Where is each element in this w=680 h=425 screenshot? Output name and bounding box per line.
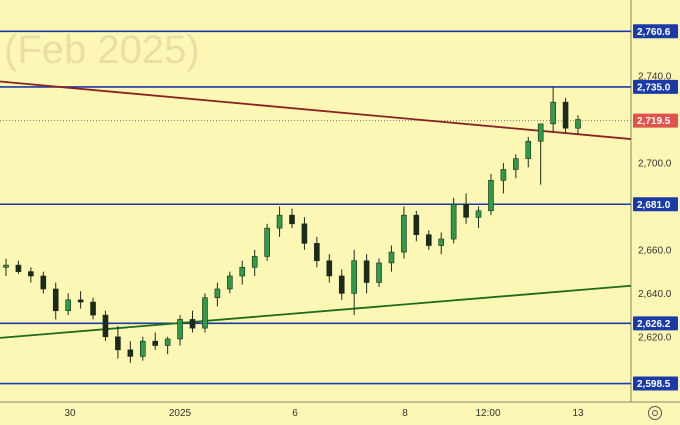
level-tag-label: 2,760.6 [637,27,671,38]
y-tick-label: 2,640.0 [638,289,672,300]
candle-body [376,262,382,283]
x-tick-label: 30 [64,408,76,419]
level-tag [633,24,678,39]
candle-body [338,275,345,294]
candle-body [115,336,121,351]
candle-body [388,251,395,264]
candle-body [550,101,556,125]
y-tick-label: 2,740.0 [638,72,672,83]
candle-body [40,275,47,290]
candle-body [363,260,370,283]
candle-body [326,260,333,277]
x-tick-label: 8 [402,408,408,419]
candle-body [276,214,283,229]
candle-body [500,169,507,181]
candle-body [77,299,84,303]
candle-body [438,238,445,246]
candle-body [525,140,532,159]
candle-body [189,319,196,329]
candle-body [251,256,258,268]
candle-body [239,266,246,277]
level-tag [633,376,678,391]
level-tag-label: 2,681.0 [637,200,671,211]
candle-body [289,214,295,225]
candle-body [202,297,208,329]
candle-body [90,301,96,316]
current-price-tag [633,113,678,128]
x-tick-label: 13 [572,408,584,419]
y-tick-label: 2,700.0 [638,158,672,169]
candle-body [127,349,134,357]
current-price-label: 2,719.5 [637,116,671,127]
candle-body [513,158,519,170]
candle-body [475,210,482,218]
candle-body [488,180,494,212]
level-tag-label: 2,626.2 [637,319,671,330]
x-tick-label: 6 [292,408,298,419]
trendline[interactable] [0,80,632,140]
candle-body [413,214,420,235]
chart-watermark: (Feb 2025) [4,28,200,72]
level-tag [633,316,678,331]
candle-body [301,223,308,244]
candle-body [351,260,357,294]
candle-body [450,203,457,240]
candle-body [52,288,59,312]
candle-body [65,299,71,312]
candle-body [401,214,407,253]
level-tag-label: 2,598.5 [637,379,671,390]
candle-body [314,243,320,262]
candle-body [3,264,9,268]
candle-body [264,227,270,257]
level-tag [633,197,678,212]
candle-body [102,314,109,338]
candle-body [537,123,544,142]
candle-body [425,234,432,246]
x-tick-label: 2025 [169,408,192,419]
candle-body [139,340,146,357]
price-axis[interactable] [631,0,680,425]
level-tag-label: 2,735.0 [637,82,671,93]
candle-body [28,271,34,277]
y-tick-label: 2,620.0 [638,332,672,343]
candle-body [177,319,183,340]
candle-body [152,340,159,346]
candle-body [214,288,221,298]
x-tick-label: 12:00 [475,408,500,419]
candle-body [164,338,171,346]
candle-body [15,264,22,272]
candle-body [227,275,233,290]
level-tag [633,79,678,94]
settings-icon[interactable] [648,406,662,420]
candle-body [562,101,569,129]
candle-body [463,203,469,218]
y-tick-label: 2,660.0 [638,245,672,256]
candle-body [575,119,581,129]
